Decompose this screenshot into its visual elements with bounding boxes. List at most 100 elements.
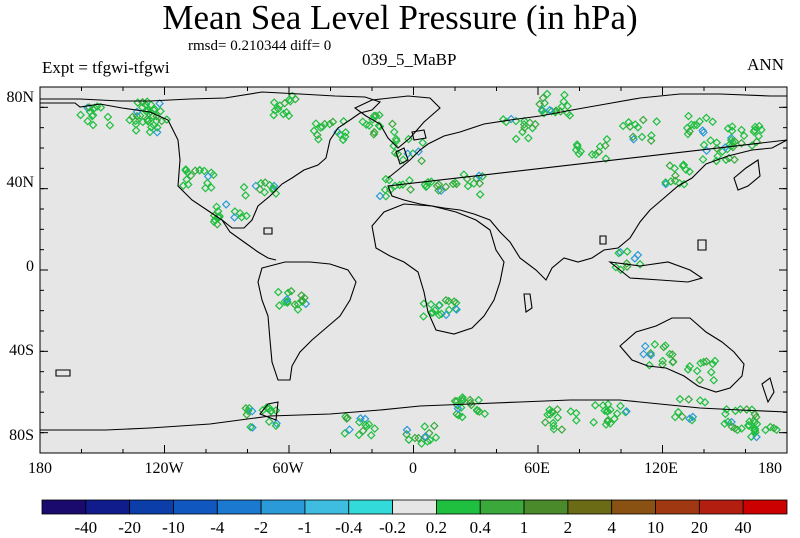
speckle-mark	[658, 356, 667, 366]
colorbar-swatch	[698, 499, 744, 515]
speckle-mark	[389, 141, 399, 151]
speckle-mark	[420, 432, 430, 441]
speckle-mark	[606, 405, 615, 415]
speckle-mark	[722, 405, 731, 414]
speckle-mark	[431, 433, 441, 442]
speckle-mark	[727, 417, 736, 427]
speckle-mark	[712, 138, 722, 148]
coastline-philippines	[697, 239, 707, 251]
coastline-sri-lanka	[599, 235, 607, 245]
speckle-mark	[410, 433, 420, 443]
speckle-mark	[293, 299, 303, 309]
speckle-mark	[710, 356, 720, 366]
coastline-north-america	[40, 91, 382, 229]
speckle-mark	[706, 367, 716, 377]
speckle-mark	[639, 349, 648, 359]
speckle-mark	[721, 155, 731, 165]
speckle-mark	[665, 349, 675, 359]
speckle-mark	[480, 409, 490, 419]
speckle-mark	[361, 120, 371, 129]
speckle-mark	[646, 136, 656, 146]
speckle-mark	[264, 417, 274, 426]
speckle-mark	[520, 123, 529, 133]
speckle-mark	[475, 179, 485, 188]
speckle-mark	[720, 143, 730, 152]
speckle-mark	[685, 361, 695, 371]
speckle-mark	[668, 357, 678, 367]
speckle-mark	[622, 262, 632, 271]
lon-label-180w: 180	[28, 460, 52, 477]
speckle-mark	[709, 375, 719, 385]
speckle-mark	[384, 175, 394, 185]
speckle-mark	[246, 422, 255, 432]
speckle-mark	[459, 170, 469, 179]
speckle-mark	[737, 424, 746, 433]
coastline-new-zealand	[761, 377, 775, 404]
colorbar-label: 4	[607, 518, 616, 537]
speckle-mark	[272, 419, 281, 428]
speckle-mark	[391, 134, 401, 144]
speckle-mark	[441, 310, 451, 320]
speckle-mark	[511, 134, 521, 144]
speckle-mark	[622, 406, 631, 416]
speckle-mark	[723, 417, 733, 427]
speckle-mark	[720, 419, 729, 429]
speckle-mark	[358, 426, 368, 436]
speckle-mark	[675, 394, 685, 404]
speckle-mark	[752, 432, 761, 442]
colorbar-swatch	[304, 499, 350, 515]
speckle-mark	[545, 410, 555, 419]
speckle-mark	[752, 137, 762, 147]
speckle-mark	[389, 127, 399, 137]
speckle-mark	[628, 132, 638, 142]
speckle-mark	[559, 97, 569, 106]
speckle-mark	[545, 405, 554, 415]
speckle-mark	[678, 161, 688, 171]
speckle-mark	[280, 297, 290, 307]
axis-ticks	[39, 87, 788, 453]
speckle-mark	[436, 186, 446, 195]
lon-label-120e: 120E	[644, 460, 678, 477]
speckle-mark	[750, 418, 760, 427]
coastline-australia	[619, 317, 745, 393]
speckle-mark	[370, 424, 380, 433]
speckle-mark	[519, 120, 529, 129]
speckle-mark	[611, 262, 621, 272]
speckle-mark	[146, 100, 156, 110]
speckle-mark	[143, 116, 153, 126]
speckle-mark	[434, 310, 444, 320]
coastlines	[40, 91, 788, 431]
speckle-mark	[269, 98, 279, 107]
colorbar-label: 40	[734, 518, 752, 537]
speckle-mark	[270, 105, 280, 115]
speckle-mark	[375, 110, 384, 120]
speckle-mark	[670, 176, 680, 186]
speckle-mark	[404, 134, 413, 144]
speckle-mark	[239, 182, 249, 192]
speckle-mark	[530, 119, 540, 129]
subtitle-label: 039_5_MaBP	[362, 50, 457, 69]
speckle-mark	[212, 202, 221, 212]
speckle-mark	[537, 106, 547, 116]
speckle-mark	[434, 186, 443, 195]
colorbar-swatch	[523, 499, 569, 515]
speckle-mark	[702, 113, 711, 123]
speckle-mark	[737, 138, 746, 148]
speckle-mark	[750, 410, 760, 419]
coastline-iceland	[411, 129, 427, 141]
speckle-mark	[685, 167, 694, 176]
colorbar-swatch	[85, 499, 131, 515]
map-background	[40, 87, 787, 453]
speckle-mark	[83, 116, 93, 126]
speckle-mark	[206, 183, 216, 192]
colorbar-label: 1	[519, 518, 529, 537]
speckle-mark	[230, 213, 239, 222]
speckle-mark	[553, 413, 563, 422]
speckle-mark	[290, 300, 300, 309]
speckle-mark	[614, 248, 624, 258]
lon-label-180e: 180	[758, 460, 782, 477]
speckle-mark	[612, 409, 622, 418]
colorbar-label: -10	[162, 518, 185, 537]
speckle-mark	[152, 111, 162, 121]
